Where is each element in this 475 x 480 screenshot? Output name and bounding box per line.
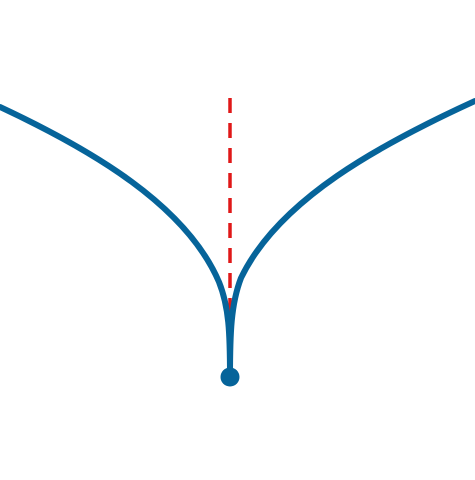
cusp-point: [220, 367, 240, 387]
right-curve-branch: [227, 98, 475, 380]
